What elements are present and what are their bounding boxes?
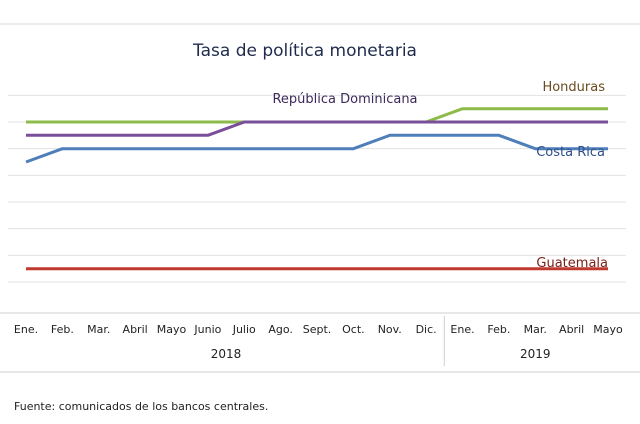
series-line-1 — [26, 120, 608, 137]
x-tick-label: Abril — [559, 323, 584, 336]
series-label-0: Honduras — [542, 80, 605, 95]
x-tick-label: Feb. — [51, 323, 74, 336]
x-tick-label: Mayo — [157, 323, 187, 336]
series-lines — [25, 107, 608, 271]
x-tick-label: Oct. — [342, 323, 365, 336]
series-label-2: Costa Rica — [536, 145, 605, 160]
x-tick-label: Mar. — [524, 323, 547, 336]
x-tick-label: Junio — [193, 323, 221, 336]
x-tick-label: Feb. — [487, 323, 510, 336]
series-label-1: República Dominicana — [272, 92, 417, 107]
x-tick-label: Julio — [232, 323, 256, 336]
series-label-3: Guatemala — [536, 256, 608, 271]
x-tick-label: Dic. — [416, 323, 437, 336]
year-label-1: 2019 — [520, 347, 551, 361]
source-note: Fuente: comunicados de los bancos centra… — [14, 400, 268, 413]
series-labels: Honduras República Dominicana Costa Rica Gu… — [272, 80, 608, 271]
chart-title: Tasa de política monetaria — [192, 41, 417, 61]
x-tick-label: Ago. — [268, 323, 293, 336]
x-tick-label: Nov. — [378, 323, 402, 336]
x-axis: Ene. Feb. Mar. Abril Mayo Junio Julio Ago. Sept.… — [0, 312, 640, 373]
x-tick-label: Mar. — [87, 323, 110, 336]
x-tick-label: Abril — [123, 323, 148, 336]
x-tick-label: Ene. — [14, 323, 38, 336]
series-line-2 — [25, 133, 608, 164]
x-tick-label: Mayo — [593, 323, 623, 336]
x-tick-label: Ene. — [450, 323, 474, 336]
x-tick-label: Sept. — [303, 323, 332, 336]
year-label-0: 2018 — [211, 347, 242, 361]
